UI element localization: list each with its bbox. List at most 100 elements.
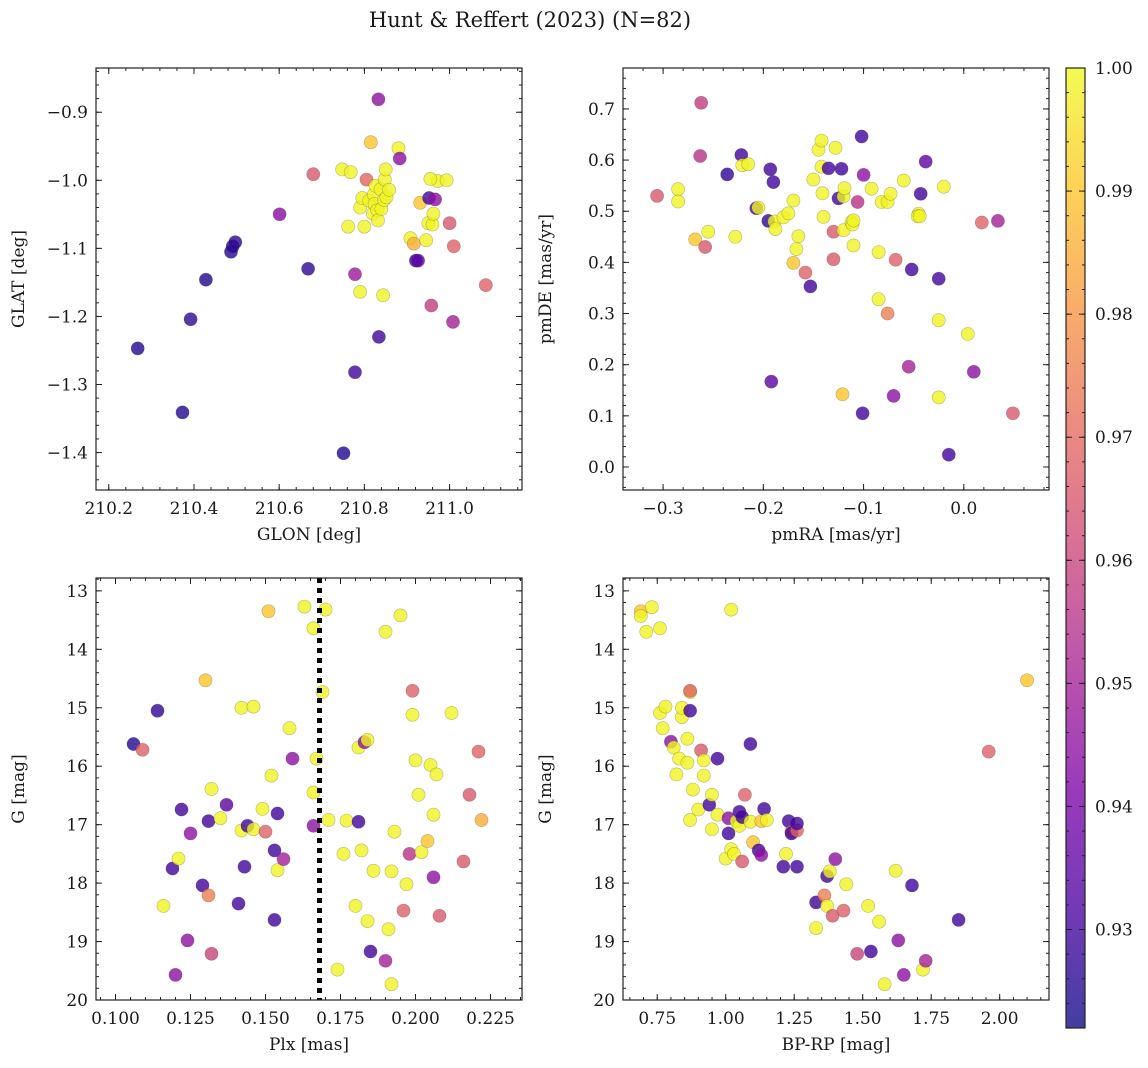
scatter-point — [297, 599, 312, 614]
scatter-point — [918, 953, 933, 968]
scatter-point — [918, 154, 933, 169]
scatter-point — [786, 255, 801, 270]
scatter-point — [399, 877, 414, 892]
scatter-point — [888, 863, 903, 878]
scatter-point — [371, 329, 386, 344]
y-tick-label: 18 — [593, 874, 615, 894]
scatter-point — [931, 313, 946, 328]
scatter-point — [680, 731, 695, 746]
scatter-point — [378, 162, 393, 177]
scatter-point — [411, 253, 425, 268]
scatter-point — [1020, 673, 1034, 688]
scatter-point — [219, 797, 234, 812]
scatter-point — [150, 703, 165, 718]
x-tick-label: 210.2 — [84, 499, 133, 519]
scatter-point — [231, 896, 246, 911]
scatter-point — [405, 683, 420, 698]
scatter-point — [790, 816, 804, 831]
scatter-point — [419, 233, 434, 248]
scatter-point — [855, 406, 870, 421]
scatter-point — [171, 851, 186, 866]
scatter-point — [270, 806, 285, 821]
scatter-point — [406, 236, 421, 251]
scatter-point — [821, 161, 836, 176]
scatter-point — [781, 206, 796, 221]
scatter-point — [267, 913, 282, 927]
x-tick-label: −0.3 — [642, 499, 683, 519]
scatter-point — [644, 600, 659, 615]
scatter-point — [228, 235, 243, 250]
scatter-point — [768, 222, 783, 236]
y-tick-label: 13 — [66, 582, 88, 602]
scatter-point — [696, 753, 711, 768]
x-axis-label: GLON [deg] — [257, 525, 361, 545]
scatter-point — [912, 209, 927, 224]
scatter-point — [931, 271, 946, 286]
y-tick-label: 0.6 — [588, 151, 615, 171]
y-tick-label: −1.1 — [47, 239, 88, 259]
scatter-point — [363, 944, 378, 959]
scatter-point — [423, 171, 438, 186]
scatter-point — [880, 306, 895, 321]
scatter-point — [720, 167, 735, 182]
x-axis-label: Plx [mas] — [269, 1035, 349, 1055]
y-tick-label: −1.0 — [47, 171, 88, 191]
x-axis-label: pmRA [mas/yr] — [771, 525, 900, 545]
scatter-point — [822, 864, 837, 879]
scatter-point — [814, 133, 829, 148]
scatter-point — [854, 129, 869, 144]
y-tick-label: 0.2 — [588, 356, 615, 376]
scatter-point — [423, 758, 438, 772]
scatter-point — [183, 312, 198, 327]
scatter-point — [442, 216, 457, 231]
scatter-point — [439, 173, 454, 188]
scatter-point — [680, 755, 695, 770]
y-tick-label: 20 — [593, 991, 615, 1011]
scatter-point — [883, 186, 898, 201]
colorbar-tick-label: 0.98 — [1095, 305, 1133, 325]
scatter-points — [633, 600, 1034, 992]
y-tick-label: 19 — [593, 933, 615, 953]
colorbar-tick-label: 1.00 — [1095, 59, 1133, 79]
scatter-point — [666, 740, 681, 755]
scatter-point — [446, 314, 460, 329]
scatter-point — [839, 877, 854, 892]
scatter-point — [789, 242, 804, 256]
scatter-point — [336, 446, 351, 461]
scatter-point — [864, 181, 879, 196]
x-tick-label: 0.225 — [466, 1009, 515, 1029]
panel-pmra-pmde: −0.3 −0.2 −0.1 0.0 0.0 0.1 0.2 0.3 0.4 0.5 0.6 0.7 p… — [536, 67, 1050, 545]
scatter-point — [462, 787, 477, 802]
x-tick-label: 210.4 — [170, 499, 219, 519]
scatter-point — [264, 768, 279, 783]
scatter-point — [267, 843, 282, 858]
scatter-point — [156, 899, 171, 913]
scatter-point — [276, 852, 291, 866]
y-tick-label: 0.4 — [588, 253, 615, 273]
colorbar-tick-label: 0.96 — [1095, 551, 1133, 571]
scatter-point — [905, 878, 919, 893]
scatter-point — [270, 863, 285, 878]
scatter-point — [204, 782, 219, 796]
scatter-point — [432, 908, 447, 923]
scatter-points — [130, 92, 493, 461]
scatter-point — [705, 822, 719, 837]
scatter-point — [701, 224, 716, 239]
scatter-point — [339, 813, 354, 828]
y-tick-label: −1.2 — [47, 307, 88, 327]
scatter-point — [710, 751, 725, 766]
scatter-point — [258, 824, 273, 839]
scatter-point — [728, 229, 743, 244]
y-axis-label: G [mag] — [9, 754, 29, 823]
scatter-point — [639, 624, 654, 639]
scatter-point — [941, 447, 956, 462]
scatter-point — [393, 608, 408, 623]
scatter-point — [826, 252, 841, 267]
scatter-point — [741, 157, 756, 172]
scatter-point — [306, 167, 321, 182]
scatter-point — [360, 733, 375, 747]
scatter-point — [803, 279, 818, 294]
scatter-point — [872, 914, 886, 929]
x-tick-label: 0.125 — [166, 1009, 215, 1029]
scatter-point — [321, 813, 336, 827]
